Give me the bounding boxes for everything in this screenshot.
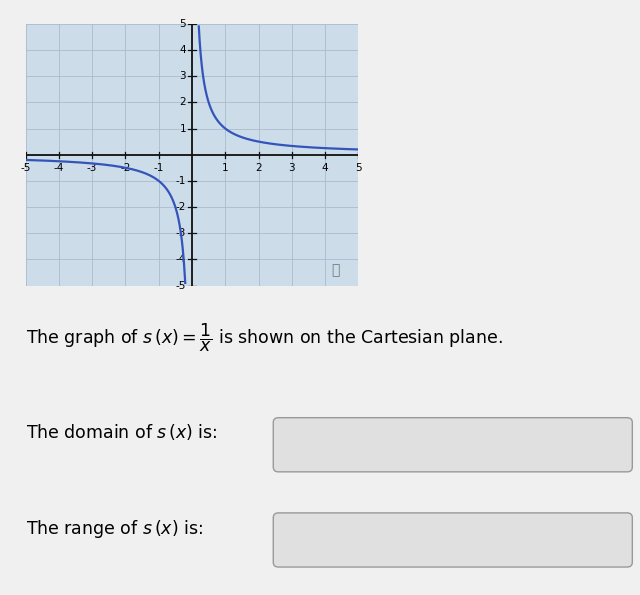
Text: 3: 3 (179, 71, 186, 81)
Text: -2: -2 (175, 202, 186, 212)
Text: 🔍: 🔍 (331, 263, 339, 277)
Text: 4: 4 (322, 162, 328, 173)
Text: The domain of $s\,(x)$ is:: The domain of $s\,(x)$ is: (26, 422, 217, 443)
Text: -1: -1 (175, 176, 186, 186)
Text: 2: 2 (255, 162, 262, 173)
Text: -1: -1 (154, 162, 164, 173)
Text: The range of $s\,(x)$ is:: The range of $s\,(x)$ is: (26, 518, 203, 540)
Text: -4: -4 (54, 162, 64, 173)
Text: -2: -2 (120, 162, 131, 173)
Text: 3: 3 (289, 162, 295, 173)
Text: -5: -5 (20, 162, 31, 173)
Text: The graph of $s\,(x) = \dfrac{1}{x}$ is shown on the Cartesian plane.: The graph of $s\,(x) = \dfrac{1}{x}$ is … (26, 321, 502, 353)
Text: 5: 5 (179, 19, 186, 29)
Text: 4: 4 (179, 45, 186, 55)
Text: -3: -3 (175, 228, 186, 238)
Text: -3: -3 (87, 162, 97, 173)
Text: 5: 5 (355, 162, 362, 173)
Text: -4: -4 (175, 255, 186, 264)
Text: 2: 2 (179, 98, 186, 107)
Text: 1: 1 (222, 162, 228, 173)
Text: 1: 1 (179, 124, 186, 133)
Text: -5: -5 (175, 281, 186, 290)
